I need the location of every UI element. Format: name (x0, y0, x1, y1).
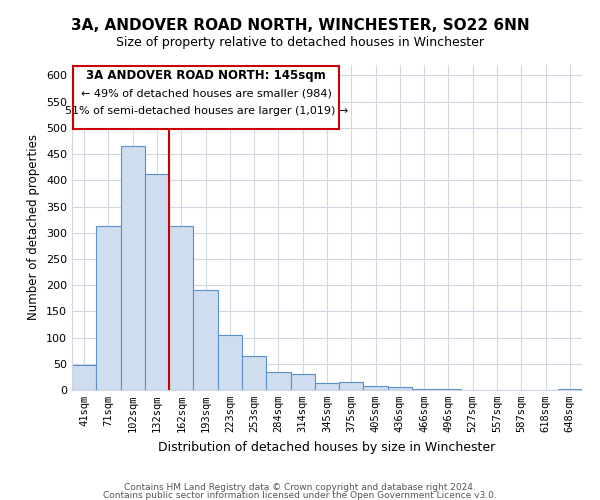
Bar (266, 372, 290, 390)
Bar (290, 374, 315, 390)
X-axis label: Distribution of detached houses by size in Winchester: Distribution of detached houses by size … (158, 440, 496, 454)
Text: Contains public sector information licensed under the Open Government Licence v3: Contains public sector information licen… (103, 492, 497, 500)
Bar (364, 386, 388, 390)
Bar (169, 226, 193, 390)
Bar (315, 382, 339, 390)
Text: Contains HM Land Registry data © Crown copyright and database right 2024.: Contains HM Land Registry data © Crown c… (124, 483, 476, 492)
Bar (121, 146, 145, 390)
Bar (412, 389, 436, 390)
Text: Size of property relative to detached houses in Winchester: Size of property relative to detached ho… (116, 36, 484, 49)
Bar (193, 290, 218, 390)
FancyBboxPatch shape (73, 66, 339, 129)
Bar (96, 226, 121, 390)
Bar (242, 356, 266, 390)
Bar (388, 388, 412, 390)
Bar (145, 174, 169, 390)
Bar (218, 335, 242, 390)
Text: 51% of semi-detached houses are larger (1,019) →: 51% of semi-detached houses are larger (… (65, 106, 348, 116)
Bar (339, 382, 364, 390)
Y-axis label: Number of detached properties: Number of detached properties (28, 134, 40, 320)
Text: 3A, ANDOVER ROAD NORTH, WINCHESTER, SO22 6NN: 3A, ANDOVER ROAD NORTH, WINCHESTER, SO22… (71, 18, 529, 32)
Text: ← 49% of detached houses are smaller (984): ← 49% of detached houses are smaller (98… (81, 88, 332, 99)
Bar (72, 366, 96, 390)
Bar (558, 389, 582, 390)
Text: 3A ANDOVER ROAD NORTH: 145sqm: 3A ANDOVER ROAD NORTH: 145sqm (86, 69, 326, 82)
